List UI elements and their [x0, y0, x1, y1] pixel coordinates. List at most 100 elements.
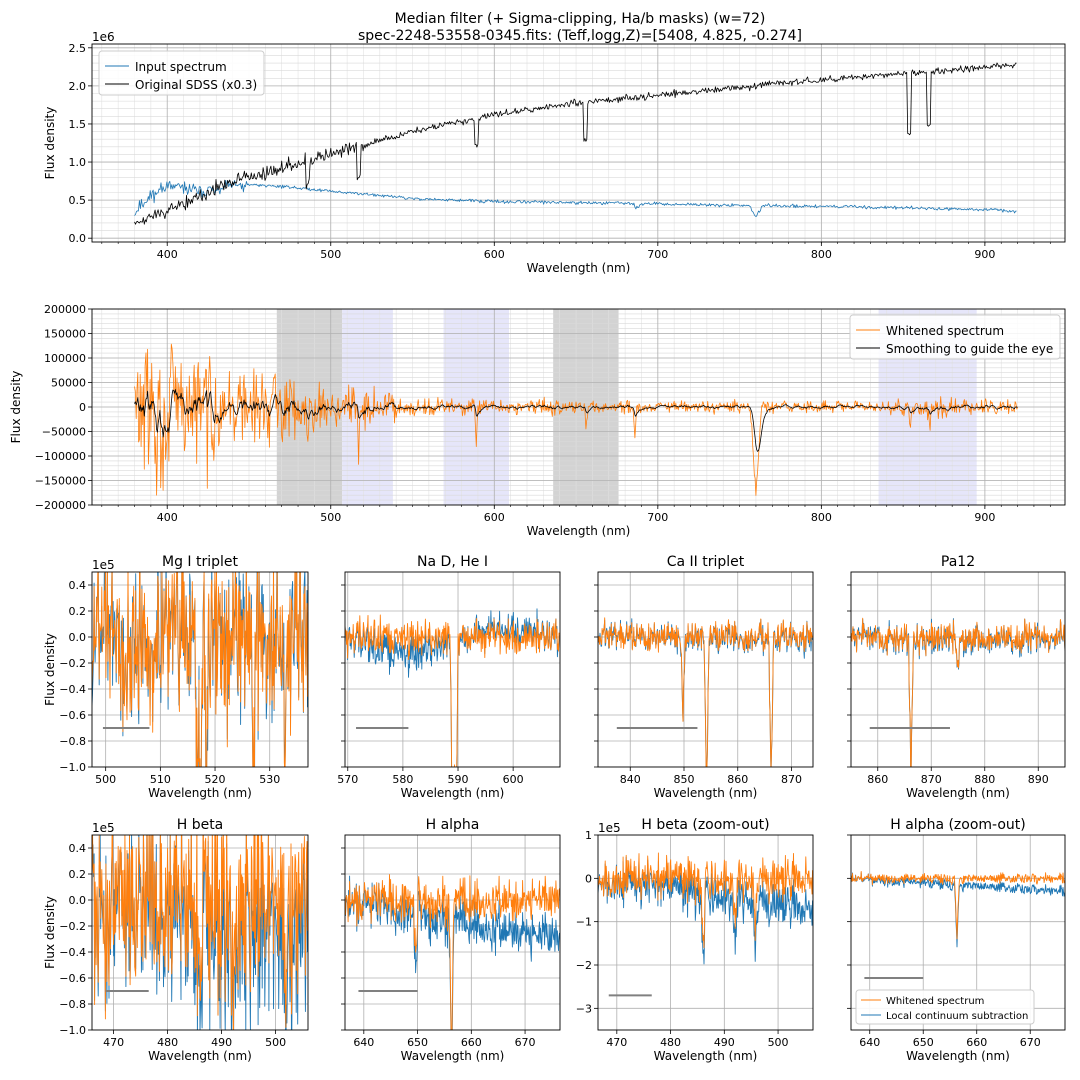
- axes-hb: 470 480 490 500 −1.0 −0.8 −0.6 −0.4 −0.2 0.0 0.2 0.…: [43, 817, 309, 1063]
- legend-box: [98, 50, 265, 96]
- x-tick-label: 870: [781, 773, 802, 786]
- axes-frame: [597, 834, 814, 1031]
- x-tick-label: 490: [211, 1036, 232, 1049]
- axes-hbz: 470 480 490 500 −3 −2 −1 0 1 Wavelength (nm) 1e5 H …: [576, 817, 814, 1063]
- y-tick-label: −1.0: [59, 1024, 86, 1037]
- y-tick-label: −200000: [35, 499, 86, 512]
- grid-mg: [92, 572, 308, 767]
- subplot-title: H beta: [177, 817, 224, 833]
- legend-entry: Original SDSS (x0.3): [135, 78, 257, 92]
- axes-ha: 640 650 660 670 Wavelength (nm) H alpha: [341, 817, 561, 1063]
- x-tick-label: 480: [660, 1036, 681, 1049]
- x-tick-label: 640: [353, 1036, 374, 1049]
- y-tick-label: 1.5: [69, 118, 87, 131]
- x-tick-label: 660: [966, 1036, 987, 1049]
- x-tick-label: 640: [859, 1036, 880, 1049]
- series-whitened: [598, 617, 813, 767]
- x-tick-label: 900: [974, 248, 995, 261]
- x-tick-label: 500: [320, 511, 341, 524]
- axes-frame: [91, 43, 1066, 243]
- x-axis-label: Wavelength (nm): [906, 1049, 1010, 1063]
- legend-entry: Smoothing to guide the eye: [886, 342, 1053, 356]
- y-tick-label: −0.8: [59, 998, 86, 1011]
- y-tick-label: 0.0: [69, 631, 87, 644]
- x-axis-label: Wavelength (nm): [906, 786, 1010, 800]
- y-tick-label: −2: [576, 959, 592, 972]
- series-smoothing: [134, 389, 1018, 452]
- y-tick-label: −0.4: [59, 683, 86, 696]
- subplot-title: Pa12: [941, 554, 975, 570]
- x-tick-label: 490: [714, 1036, 735, 1049]
- legend-entry: Local continuum subtraction: [886, 1011, 1028, 1022]
- y-tick-label: −1.0: [59, 761, 86, 774]
- plot-area-hb: [92, 835, 308, 1030]
- subplot-title: H beta (zoom-out): [641, 817, 769, 833]
- axes-haz: 640 650 660 670 Wavelength (nm) H alpha (zoom…: [847, 817, 1066, 1063]
- series-input-spectrum: [134, 180, 1017, 217]
- plot-area-p2: [92, 309, 1065, 505]
- y-tick-label: 50000: [51, 377, 86, 390]
- y-tick-label: 200000: [44, 303, 86, 316]
- x-tick-label: 670: [1020, 1036, 1041, 1049]
- x-tick-label: 870: [921, 773, 942, 786]
- x-tick-label: 600: [503, 773, 524, 786]
- grid-pa: [851, 572, 1065, 767]
- plot-area-hbz: [598, 835, 813, 1030]
- x-tick-label: 520: [205, 773, 226, 786]
- y-tick-label: −0.2: [59, 920, 86, 933]
- x-axis-label: Wavelength (nm): [401, 1049, 505, 1063]
- plots-group: 400 500 600 700 800 900 0.0 0.5 1.0 1.5 2.0 2.5 Wave…: [9, 30, 1066, 1063]
- x-tick-label: 400: [157, 511, 178, 524]
- subplot-title: H alpha: [426, 817, 480, 833]
- grid-nad: [345, 572, 560, 767]
- x-tick-label: 800: [811, 511, 832, 524]
- plot-area-ca: [598, 572, 813, 767]
- y-tick-label: −50000: [42, 426, 86, 439]
- y-axis-label: Flux density: [43, 107, 57, 180]
- axes-p1: 400 500 600 700 800 900 0.0 0.5 1.0 1.5 2.0 2.5 Wave…: [43, 30, 1066, 275]
- y-tick-label: 0.0: [69, 232, 87, 245]
- x-tick-label: 650: [913, 1036, 934, 1049]
- y-tick-label: −0.8: [59, 735, 86, 748]
- x-tick-label: 500: [768, 1036, 789, 1049]
- subplot-title: Mg I triplet: [162, 554, 239, 570]
- series-whitened-spectrum: [134, 343, 1018, 496]
- legend-entry: Whitened spectrum: [886, 996, 984, 1007]
- legend-entry: Input spectrum: [135, 60, 227, 74]
- x-tick-label: 510: [150, 773, 171, 786]
- y-axis-label: Flux density: [9, 371, 23, 444]
- y-tick-label: −100000: [35, 450, 86, 463]
- series-whitened: [345, 874, 560, 1030]
- axes-p2: 400 500 600 700 800 900 −200000 −150000 −100000 −…: [9, 303, 1066, 538]
- y-tick-label: 2.5: [69, 42, 87, 55]
- suptitle-line-2: spec-2248-53558-0345.fits: (Teff,logg,Z)…: [358, 28, 802, 44]
- y-tick-label: 0.2: [69, 605, 87, 618]
- y-tick-label: 0.0: [69, 894, 87, 907]
- x-axis-label: Wavelength (nm): [654, 786, 758, 800]
- x-tick-label: 500: [320, 248, 341, 261]
- y-tick-label: −0.4: [59, 946, 86, 959]
- x-tick-label: 880: [974, 773, 995, 786]
- x-axis-label: Wavelength (nm): [148, 786, 252, 800]
- legend-box: [849, 314, 1061, 360]
- y-tick-label: 100000: [44, 352, 86, 365]
- y-tick-label: 0.4: [69, 579, 87, 592]
- suptitle-line-1: Median filter (+ Sigma-clipping, Ha/b ma…: [395, 11, 766, 27]
- series-local-continuum: [92, 835, 308, 1030]
- y-tick-label: 0.4: [69, 842, 87, 855]
- grid-p2: [92, 309, 1065, 505]
- series-whitened: [598, 852, 813, 949]
- series-original-sdss: [134, 62, 1017, 225]
- x-axis-label: Wavelength (nm): [148, 1049, 252, 1063]
- x-axis-label: Wavelength (nm): [527, 524, 631, 538]
- axes-frame: [91, 308, 1066, 506]
- x-tick-label: 500: [265, 1036, 286, 1049]
- x-tick-label: 670: [515, 1036, 536, 1049]
- plot-area-pa: [851, 572, 1065, 767]
- axes-frame: [91, 834, 309, 1031]
- x-tick-label: 800: [811, 248, 832, 261]
- y-tick-label: −0.6: [59, 709, 86, 722]
- y-tick-label: −1: [576, 916, 592, 929]
- series-whitened: [92, 835, 308, 1030]
